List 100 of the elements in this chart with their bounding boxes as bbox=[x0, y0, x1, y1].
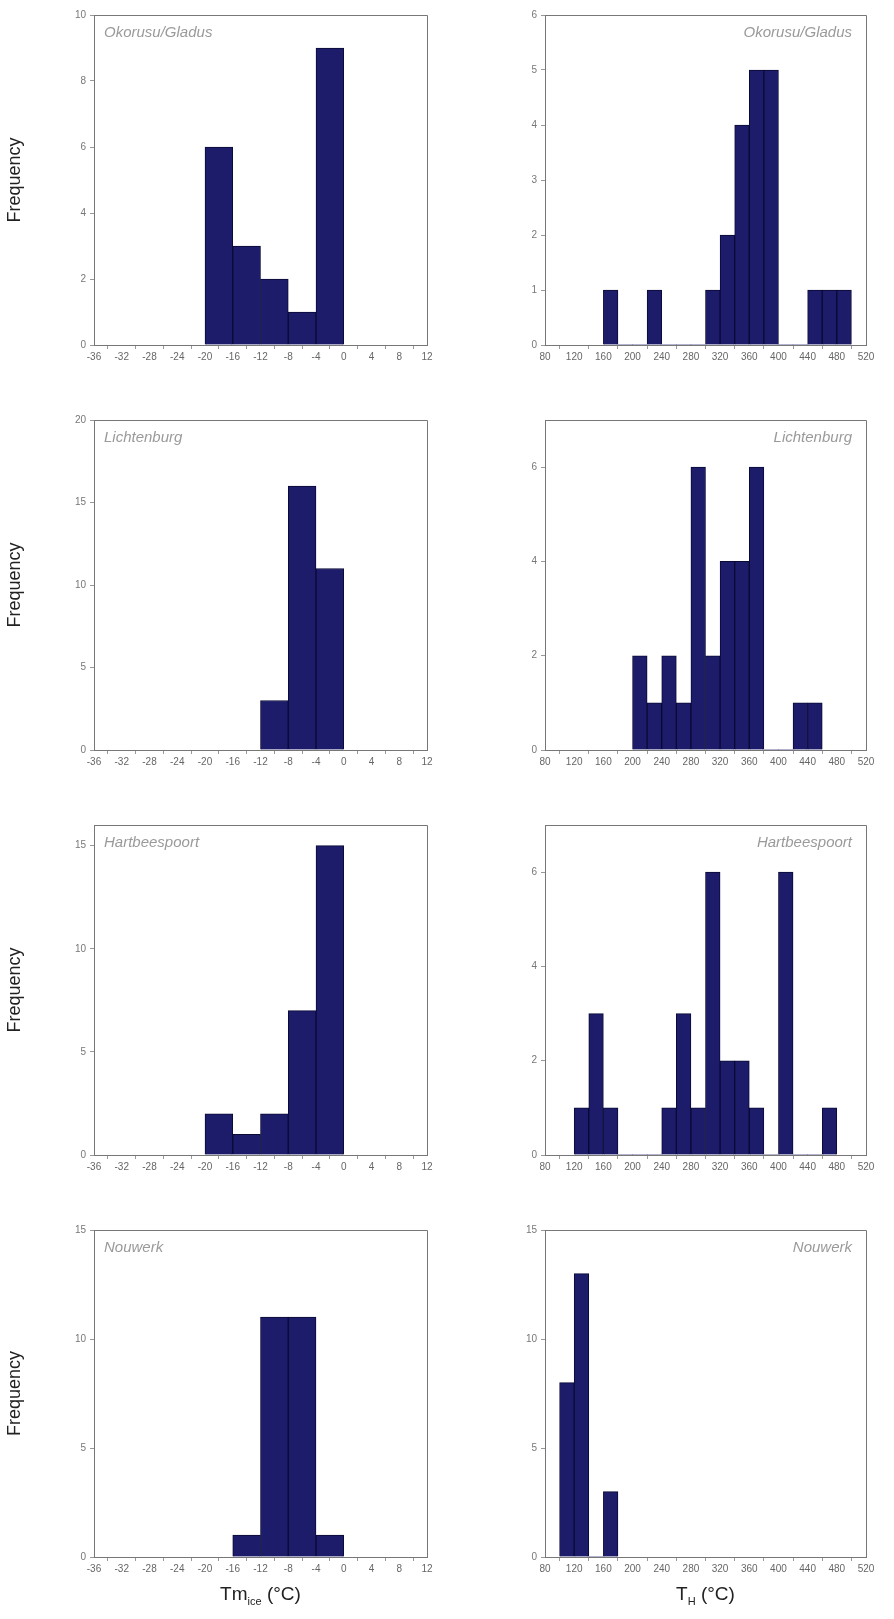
x-tick-label: 240 bbox=[653, 1562, 671, 1574]
x-tick-label: -16 bbox=[225, 755, 241, 767]
x-tick-label: 12 bbox=[421, 755, 433, 767]
x-tick-label: 200 bbox=[624, 1562, 642, 1574]
x-tick-label: 520 bbox=[857, 755, 875, 767]
x-tick-label: 80 bbox=[539, 755, 551, 767]
x-tick-label: -36 bbox=[86, 350, 102, 362]
x-tick-label: 8 bbox=[396, 1562, 403, 1574]
y-tick-label: 0 bbox=[80, 1148, 87, 1160]
x-tick-label: -36 bbox=[86, 755, 102, 767]
x-tick-label: 520 bbox=[857, 1160, 875, 1172]
annotation: Hartbeespoort bbox=[756, 832, 853, 850]
x-tick-label: 360 bbox=[740, 755, 759, 767]
x-axis-title: T$_{H}$ (°C) bbox=[675, 1583, 736, 1607]
x-tick-label: -16 bbox=[225, 1562, 241, 1574]
x-tick-label: -4 bbox=[311, 755, 321, 767]
x-tick-label: 160 bbox=[595, 1160, 613, 1172]
y-tick-label: 10 bbox=[525, 1332, 538, 1344]
x-tick-label: 480 bbox=[828, 1160, 846, 1172]
y-tick-label: 15 bbox=[74, 1223, 87, 1235]
y-tick-label: 4 bbox=[531, 555, 538, 567]
x-tick-label: -20 bbox=[197, 350, 213, 362]
y-tick-label: 10 bbox=[74, 8, 87, 20]
x-tick-label: -24 bbox=[170, 755, 185, 767]
x-tick-label: 12 bbox=[421, 1562, 433, 1574]
x-tick-label: -16 bbox=[225, 350, 241, 362]
x-tick-label: 0 bbox=[340, 1562, 347, 1574]
x-tick-label: 4 bbox=[368, 755, 375, 767]
x-tick-label: -28 bbox=[142, 755, 158, 767]
y-tick-label: 6 bbox=[80, 140, 87, 152]
y-tick-label: 0 bbox=[80, 338, 87, 350]
y-tick-label: 4 bbox=[531, 960, 538, 972]
x-tick-label: -12 bbox=[253, 350, 269, 362]
x-tick-label: 280 bbox=[682, 350, 700, 362]
y-tick-label: 8 bbox=[80, 74, 87, 86]
y-tick-label: 15 bbox=[525, 1223, 538, 1235]
x-tick-label: 400 bbox=[770, 350, 788, 362]
x-tick-label: -32 bbox=[114, 1160, 130, 1172]
y-tick-label: 10 bbox=[74, 578, 87, 590]
annotation: Nouwerk bbox=[792, 1237, 854, 1255]
x-tick-label: 120 bbox=[565, 1160, 583, 1172]
y-tick-label: 5 bbox=[531, 63, 538, 75]
annotation: Okorusu/Gladus bbox=[104, 22, 213, 40]
x-tick-label: -28 bbox=[142, 1160, 158, 1172]
x-tick-label: 4 bbox=[368, 1562, 375, 1574]
x-tick-label: -8 bbox=[283, 755, 294, 767]
y-tick-label: 4 bbox=[531, 118, 538, 130]
x-tick-label: 480 bbox=[828, 755, 846, 767]
x-tick-label: 400 bbox=[770, 755, 788, 767]
x-tick-label: 320 bbox=[711, 1562, 729, 1574]
x-tick-label: -32 bbox=[114, 350, 130, 362]
y-tick-label: 5 bbox=[80, 1045, 87, 1057]
x-tick-label: 440 bbox=[799, 755, 817, 767]
x-tick-label: 120 bbox=[565, 1562, 583, 1574]
x-tick-label: 80 bbox=[539, 1160, 551, 1172]
x-tick-label: 8 bbox=[396, 1160, 403, 1172]
x-tick-label: 280 bbox=[682, 1562, 700, 1574]
x-tick-label: 200 bbox=[624, 1160, 642, 1172]
x-tick-label: -28 bbox=[142, 350, 158, 362]
x-tick-label: -36 bbox=[86, 1562, 102, 1574]
y-tick-label: 0 bbox=[531, 1550, 538, 1562]
x-tick-label: 200 bbox=[624, 755, 642, 767]
x-tick-label: -16 bbox=[225, 1160, 241, 1172]
x-tick-label: 200 bbox=[624, 350, 642, 362]
y-tick-label: 0 bbox=[80, 1550, 87, 1562]
y-tick-label: 5 bbox=[531, 1441, 538, 1453]
x-tick-label: -20 bbox=[197, 1562, 213, 1574]
x-tick-label: 480 bbox=[828, 1562, 846, 1574]
x-tick-label: 160 bbox=[595, 1562, 613, 1574]
x-tick-label: -24 bbox=[170, 1160, 185, 1172]
x-tick-label: 480 bbox=[828, 350, 846, 362]
y-tick-label: 2 bbox=[531, 228, 538, 240]
x-tick-label: 360 bbox=[740, 1562, 759, 1574]
x-tick-label: 4 bbox=[368, 1160, 375, 1172]
x-tick-label: -8 bbox=[283, 350, 294, 362]
y-tick-label: 0 bbox=[531, 1148, 538, 1160]
y-tick-label: 20 bbox=[74, 413, 87, 425]
x-tick-label: 320 bbox=[711, 350, 729, 362]
x-tick-label: 520 bbox=[857, 350, 875, 362]
y-axis-title: Frequency bbox=[3, 137, 24, 223]
y-tick-label: 5 bbox=[80, 661, 87, 673]
x-tick-label: -4 bbox=[311, 350, 321, 362]
x-tick-label: -4 bbox=[311, 1160, 321, 1172]
y-tick-label: 6 bbox=[531, 8, 538, 20]
x-tick-label: -12 bbox=[253, 1160, 269, 1172]
x-tick-label: 8 bbox=[396, 755, 403, 767]
y-tick-label: 0 bbox=[531, 338, 538, 350]
x-tick-label: 400 bbox=[770, 1562, 788, 1574]
y-tick-label: 10 bbox=[74, 1332, 87, 1344]
y-axis-title: Frequency bbox=[3, 542, 24, 628]
x-tick-label: 160 bbox=[595, 350, 613, 362]
x-tick-label: 240 bbox=[653, 755, 671, 767]
x-tick-label: 80 bbox=[539, 350, 551, 362]
y-tick-label: 4 bbox=[80, 206, 87, 218]
x-tick-label: -28 bbox=[142, 1562, 158, 1574]
y-tick-label: 1 bbox=[531, 283, 538, 295]
x-tick-label: 4 bbox=[368, 350, 375, 362]
x-tick-label: -12 bbox=[253, 755, 269, 767]
x-tick-label: 320 bbox=[711, 1160, 729, 1172]
x-tick-label: 12 bbox=[421, 1160, 433, 1172]
